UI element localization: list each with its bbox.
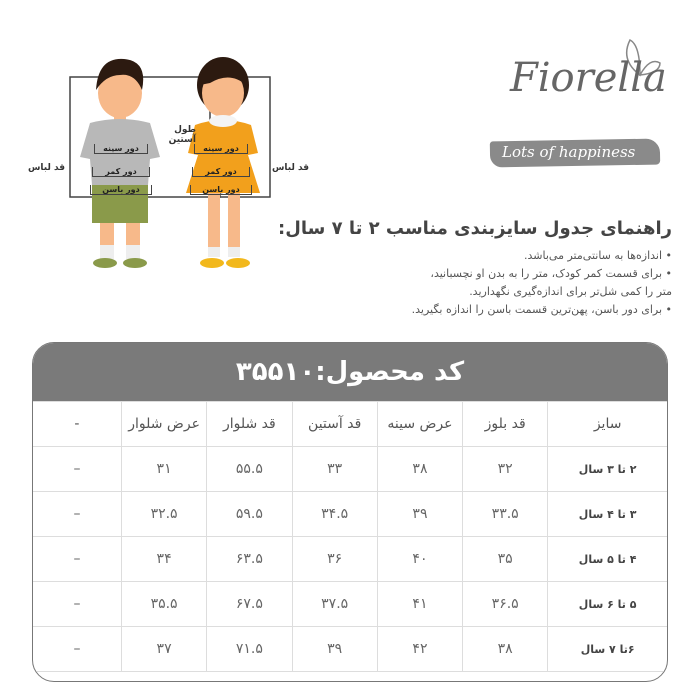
value-cell: ۳۵.۵ xyxy=(120,581,208,627)
value-cell: ۳۳.۵ xyxy=(462,491,549,537)
brand-logo: Fiorella Lots of happiness xyxy=(480,35,670,175)
value-cell: ۴۰ xyxy=(376,536,464,582)
value-cell: ۳۷ xyxy=(120,626,208,672)
column-header: قد آستین xyxy=(291,401,378,447)
dress-length-label: قد لباس xyxy=(28,163,66,173)
brand-tagline: Lots of happiness xyxy=(502,143,636,161)
table-row: ۲ تا ۳ سال ۳۲ ۳۸ ۳۳ ۵۵.۵ ۳۱– xyxy=(33,446,667,492)
value-cell: ۷۱.۵ xyxy=(206,626,293,672)
girl-chest-label: دور سینه xyxy=(194,144,248,154)
size-illustration: قد لباس قد لباس طول آستین دور سینه دور ک… xyxy=(20,45,309,285)
value-cell: ۳۴ xyxy=(120,536,208,582)
value-cell: – xyxy=(33,581,122,627)
guide-line: • برای قسمت کمر کودک، متر را به بدن او ن… xyxy=(430,267,672,280)
value-cell: ۳۲ xyxy=(462,446,549,492)
guide-line: متر را کمی شل‌تر برای اندازه‌گیری نگهدار… xyxy=(469,285,672,298)
value-cell: ۳۸ xyxy=(376,446,464,492)
children-illustration xyxy=(69,57,271,268)
guide-line: • برای دور باسن، پهن‌ترین قسمت باسن را ا… xyxy=(411,303,672,316)
value-cell: – xyxy=(33,536,122,582)
girl-waist-label: دور کمر xyxy=(192,167,250,177)
product-code-title: کد محصول:۳۵۵۱۰ xyxy=(33,343,667,401)
sleeve-length-label: طول آستین xyxy=(168,125,196,145)
girl-dress-length-label: قد لباس xyxy=(272,163,310,173)
guide-line: • اندازه‌ها به سانتی‌متر می‌باشد. xyxy=(524,249,672,262)
column-header: عرض شلوار xyxy=(120,401,208,447)
butterfly-icon xyxy=(625,38,661,77)
size-cell: ۶تا ۷ سال xyxy=(547,626,667,672)
column-header: قد بلوز xyxy=(462,401,549,447)
value-cell: ۳۳ xyxy=(291,446,378,492)
girl-hip-label: دور باسن xyxy=(190,185,252,195)
value-cell: ۳۱ xyxy=(120,446,208,492)
table-row: ۵ تا ۶ سال ۳۶.۵ ۴۱ ۳۷.۵ ۶۷.۵ ۳۵.۵– xyxy=(33,581,667,627)
size-guide: راهنمای جدول سایزبندی مناسب ۲ تا ۷ سال: … xyxy=(272,218,672,319)
table-row: ۶تا ۷ سال ۳۸ ۴۲ ۳۹ ۷۱.۵ ۳۷– xyxy=(33,626,667,672)
value-cell: ۳۸ xyxy=(462,626,549,672)
value-cell: ۴۲ xyxy=(376,626,464,672)
value-cell: ۵۵.۵ xyxy=(206,446,293,492)
table-header-row: سایز قد بلوز عرض سینه قد آستین قد شلوار عرض ش… xyxy=(33,401,667,447)
table-row: ۴ تا ۵ سال ۳۵ ۴۰ ۳۶ ۶۳.۵ ۳۴– xyxy=(33,536,667,582)
column-header: سایز xyxy=(547,401,667,447)
size-cell: ۲ تا ۳ سال xyxy=(547,446,667,492)
value-cell: ۶۳.۵ xyxy=(206,536,293,582)
value-cell: – xyxy=(33,491,122,537)
boy-waist-label: دور کمر xyxy=(92,167,150,177)
value-cell: ۳۴.۵ xyxy=(291,491,378,537)
size-table-grid: سایز قد بلوز عرض سینه قد آستین قد شلوار عرض ش… xyxy=(33,401,667,672)
value-cell: ۳۲.۵ xyxy=(120,491,208,537)
value-cell: ۴۱ xyxy=(376,581,464,627)
value-cell: ۳۶ xyxy=(291,536,378,582)
boy-hip-label: دور باسن xyxy=(90,185,152,195)
boy-chest-label: دور سینه xyxy=(94,144,148,154)
value-cell: – xyxy=(33,446,122,492)
value-cell: ۶۷.۵ xyxy=(206,581,293,627)
value-cell: – xyxy=(33,626,122,672)
value-cell: ۳۹ xyxy=(291,626,378,672)
value-cell: ۳۶.۵ xyxy=(462,581,549,627)
column-header: قد شلوار xyxy=(206,401,293,447)
brand-name: Fiorella xyxy=(510,55,667,101)
size-cell: ۳ تا ۴ سال xyxy=(547,491,667,537)
size-cell: ۵ تا ۶ سال xyxy=(547,581,667,627)
guide-title: راهنمای جدول سایزبندی مناسب ۲ تا ۷ سال: xyxy=(278,218,672,239)
value-cell: ۳۷.۵ xyxy=(291,581,378,627)
table-row: ۳ تا ۴ سال ۳۳.۵ ۳۹ ۳۴.۵ ۵۹.۵ ۳۲.۵– xyxy=(33,491,667,537)
value-cell: ۵۹.۵ xyxy=(206,491,293,537)
size-cell: ۴ تا ۵ سال xyxy=(547,536,667,582)
column-header: - xyxy=(33,401,122,447)
column-header: عرض سینه xyxy=(376,401,464,447)
value-cell: ۳۹ xyxy=(376,491,464,537)
value-cell: ۳۵ xyxy=(462,536,549,582)
size-table: کد محصول:۳۵۵۱۰ سایز قد بلوز عرض سینه قد آست… xyxy=(32,342,668,682)
